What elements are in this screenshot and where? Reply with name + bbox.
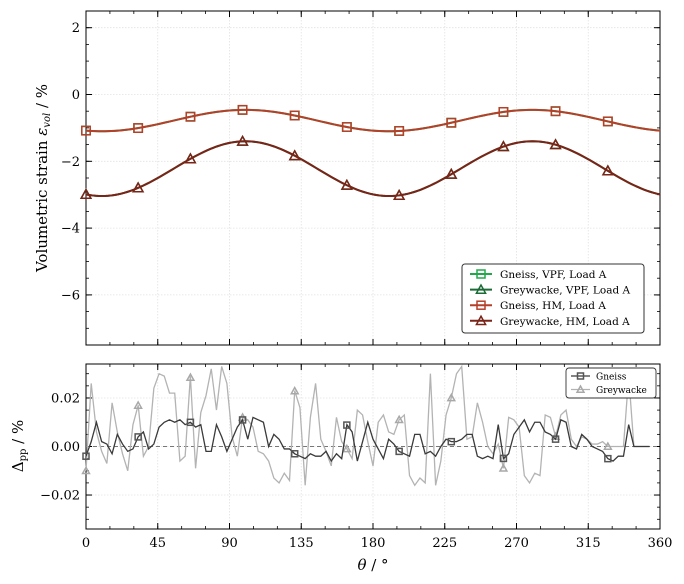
data-point <box>340 178 353 190</box>
data-point <box>497 140 510 152</box>
legend-marker <box>475 314 487 326</box>
difference-y-axis-label: Δpp / % <box>9 420 29 473</box>
legend-label: Gneiss <box>596 373 627 383</box>
data-point <box>446 117 457 128</box>
legend-marker <box>476 269 486 279</box>
y-tick-label: 0 <box>72 88 80 103</box>
x-axis-label: θ / ° <box>357 556 388 574</box>
legend-label: Greywacke, HM, Load A <box>500 316 630 328</box>
data-point <box>550 106 561 117</box>
legend-marker <box>575 384 586 394</box>
data-point <box>602 116 613 127</box>
data-point <box>134 433 142 441</box>
data-point <box>601 164 614 176</box>
x-tick-label: 270 <box>504 536 529 551</box>
data-point <box>394 414 404 424</box>
data-point <box>499 454 508 463</box>
legend-label: Greywacke <box>596 386 647 396</box>
data-point <box>237 104 248 115</box>
data-point <box>549 138 562 150</box>
x-tick-label: 90 <box>221 536 238 551</box>
data-point <box>498 106 509 117</box>
y-tick-label: 0.00 <box>51 440 80 455</box>
series-line <box>85 416 650 463</box>
legend-box <box>461 263 645 334</box>
data-point <box>238 416 247 424</box>
data-point <box>445 167 458 179</box>
series-line <box>85 108 661 133</box>
data-point <box>290 450 299 458</box>
data-point <box>185 372 196 382</box>
data-point <box>288 149 301 161</box>
legend-label: Gneiss, HM, Load A <box>500 300 606 312</box>
legend: Gneiss Greywacke <box>565 367 657 399</box>
data-point <box>133 123 144 134</box>
legend-label: Greywacke, VPF, Load A <box>500 285 631 297</box>
x-tick-label: 180 <box>361 536 386 551</box>
x-tick-label: 315 <box>576 536 601 551</box>
legend: Gneiss, VPF, Load A Greywacke, VPF, Load … <box>461 263 645 334</box>
data-point <box>185 111 196 122</box>
plot-frame <box>85 10 661 346</box>
data-point <box>394 126 405 136</box>
legend-marker <box>476 300 486 310</box>
strain-panel: −6 −4 −2 0 2 Gneiss, VPF, Load A Greywacke, VP… <box>61 10 661 346</box>
data-point <box>186 418 195 427</box>
difference-panel: 0 45 90 135 180 225 270 315 360 −0.02 0.00 0.02 Gnei… <box>40 363 673 551</box>
data-point <box>341 122 352 132</box>
legend-marker <box>576 372 585 380</box>
x-tick-label: 135 <box>289 536 314 551</box>
y-tick-label: −0.02 <box>40 489 80 504</box>
data-point <box>343 421 351 429</box>
data-point <box>342 443 352 453</box>
data-point <box>393 188 406 200</box>
data-point <box>551 435 560 443</box>
x-tick-label: 225 <box>432 536 457 551</box>
data-point <box>79 188 93 199</box>
data-point <box>446 392 457 402</box>
y-tick-label: −6 <box>61 288 80 303</box>
data-point <box>289 110 300 121</box>
data-point <box>498 463 509 472</box>
y-tick-label: −4 <box>61 222 80 237</box>
data-point <box>604 454 612 463</box>
data-point <box>184 152 197 164</box>
y-tick-label: 2 <box>72 21 80 36</box>
x-tick-label: 360 <box>648 536 673 551</box>
legend-label: Gneiss, VPF, Load A <box>500 269 607 281</box>
y-tick-label: 0.02 <box>51 391 80 406</box>
y-tick-label: −2 <box>61 155 80 170</box>
series-line <box>85 364 650 487</box>
data-point <box>81 125 91 136</box>
data-point <box>447 437 456 446</box>
x-tick-label: 45 <box>149 536 166 551</box>
data-point <box>289 385 300 395</box>
data-point <box>603 441 613 451</box>
data-point <box>236 134 249 146</box>
data-point <box>133 400 143 409</box>
data-point <box>82 452 90 460</box>
strain-y-axis-label: Volumetric strain εvol / % <box>33 84 53 273</box>
legend-marker <box>475 283 487 295</box>
data-point <box>132 181 145 193</box>
data-point <box>395 447 403 456</box>
x-tick-label: 0 <box>82 536 90 551</box>
data-point <box>81 465 91 475</box>
series-line <box>85 140 661 198</box>
